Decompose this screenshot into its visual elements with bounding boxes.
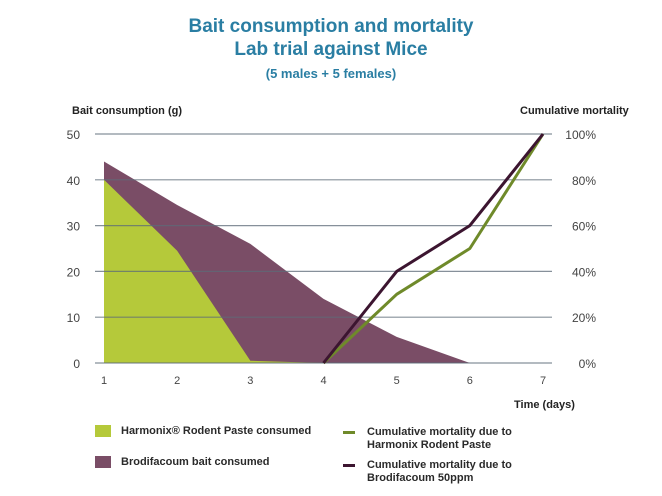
x-tick-label: 4 bbox=[320, 375, 326, 387]
x-tick-label: 5 bbox=[394, 375, 400, 387]
legend-label: Cumulative mortality due to Brodifacoum … bbox=[367, 459, 512, 484]
legend-item-harmonix-area: Harmonix® Rodent Paste consumed bbox=[95, 425, 311, 438]
chart-title: Bait consumption and mortality bbox=[188, 16, 474, 37]
y-left-tick-label: 20 bbox=[67, 265, 81, 279]
chart-subtitle-2: (5 males + 5 females) bbox=[265, 66, 397, 81]
legend-item-harmonix-line: Cumulative mortality due to Harmonix Rod… bbox=[343, 426, 523, 452]
legend-label: Brodifacoum bait consumed bbox=[121, 456, 270, 468]
y-right-tick-label: 60% bbox=[572, 220, 596, 234]
y-axis-right-label: Cumulative mortality bbox=[520, 105, 629, 117]
x-tick-label: 1 bbox=[101, 375, 107, 387]
y-left-tick-label: 40 bbox=[67, 174, 81, 188]
legend-item-brodifacoum-area: Brodifacoum bait consumed bbox=[95, 456, 270, 469]
y-right-tick-label: 0% bbox=[579, 357, 597, 371]
y-right-tick-label: 40% bbox=[572, 265, 596, 279]
y-right-tick-label: 20% bbox=[572, 311, 596, 325]
legend-label: Harmonix® Rodent Paste consumed bbox=[121, 425, 312, 437]
y-right-tick-label: 100% bbox=[565, 128, 596, 142]
x-tick-label: 3 bbox=[247, 375, 253, 387]
x-tick-label: 2 bbox=[174, 375, 180, 387]
legend-swatch bbox=[95, 456, 111, 468]
y-left-tick-label: 50 bbox=[67, 128, 81, 142]
y-left-tick-label: 10 bbox=[67, 311, 81, 325]
line-series-1 bbox=[322, 133, 545, 364]
legend-line-swatch bbox=[343, 431, 355, 434]
y-axis-left-label: Bait consumption (g) bbox=[72, 105, 182, 117]
line-series-0 bbox=[322, 133, 545, 365]
legend-swatch bbox=[95, 425, 111, 437]
x-tick-label: 7 bbox=[540, 375, 546, 387]
y-left-tick-label: 0 bbox=[73, 357, 80, 371]
chart-subtitle: Lab trial against Mice bbox=[234, 39, 428, 60]
x-axis-label: Time (days) bbox=[514, 399, 575, 411]
x-tick-label: 6 bbox=[467, 375, 473, 387]
legend-line-swatch bbox=[343, 464, 355, 467]
legend-item-brodifacoum-line: Cumulative mortality due to Brodifacoum … bbox=[343, 459, 523, 485]
y-left-tick-label: 30 bbox=[67, 220, 81, 234]
legend-label: Cumulative mortality due to Harmonix Rod… bbox=[367, 426, 512, 451]
y-right-tick-label: 80% bbox=[572, 174, 596, 188]
